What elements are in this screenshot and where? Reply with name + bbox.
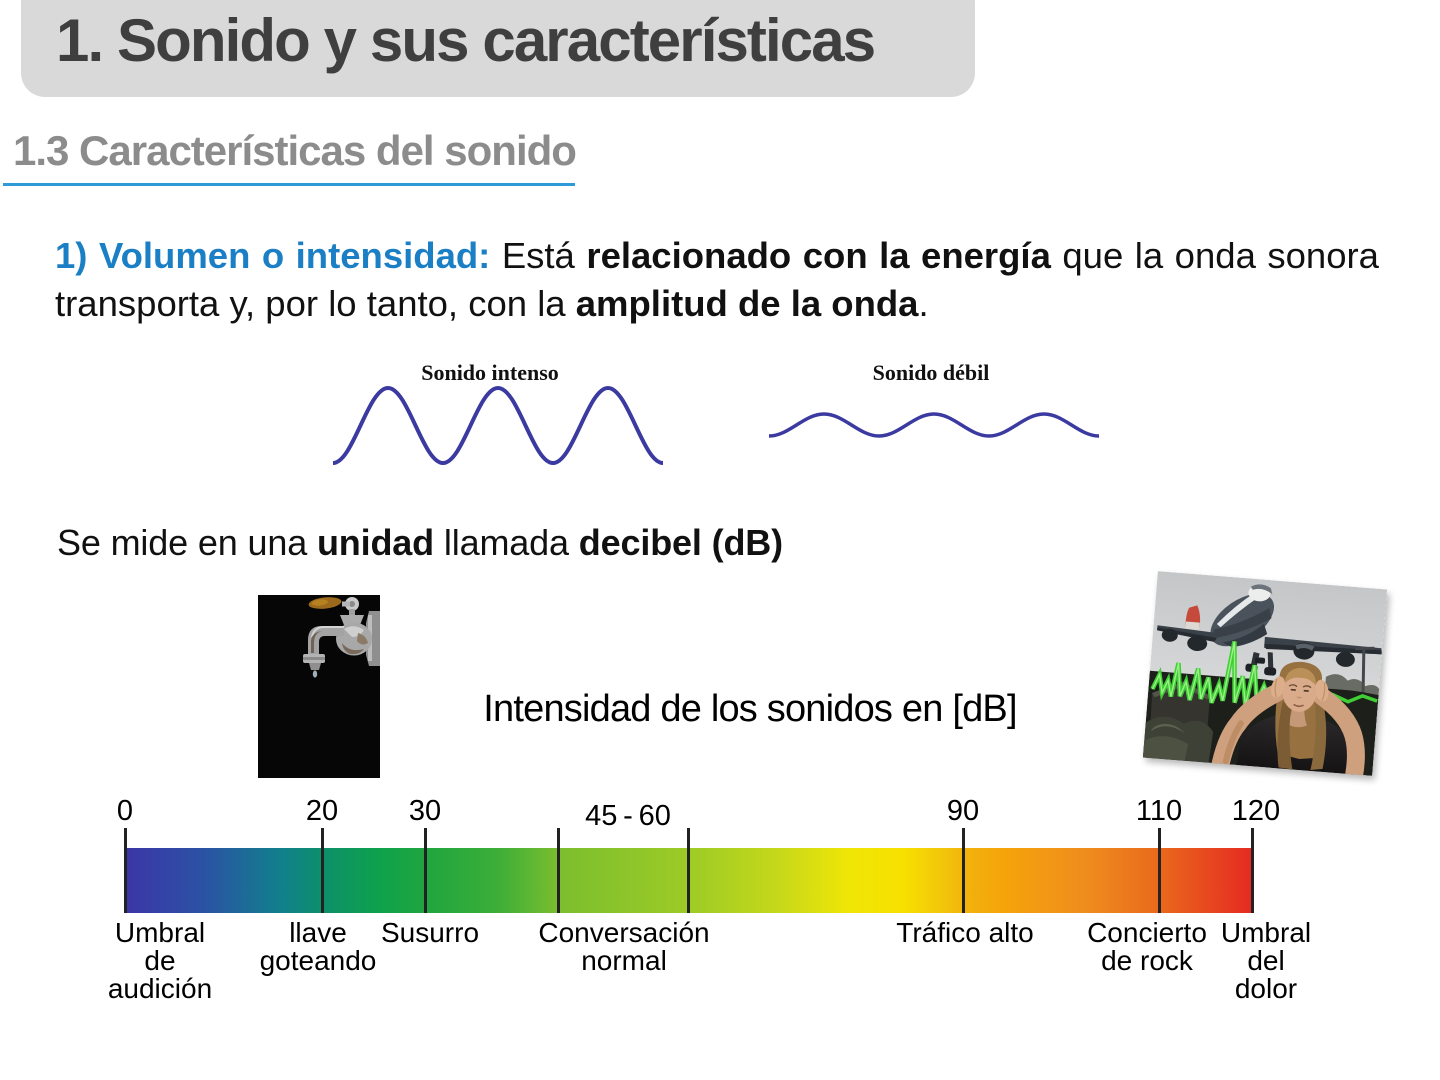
svg-text:Sonido débil: Sonido débil <box>873 360 990 385</box>
svg-text:Sonido intenso: Sonido intenso <box>421 360 559 385</box>
